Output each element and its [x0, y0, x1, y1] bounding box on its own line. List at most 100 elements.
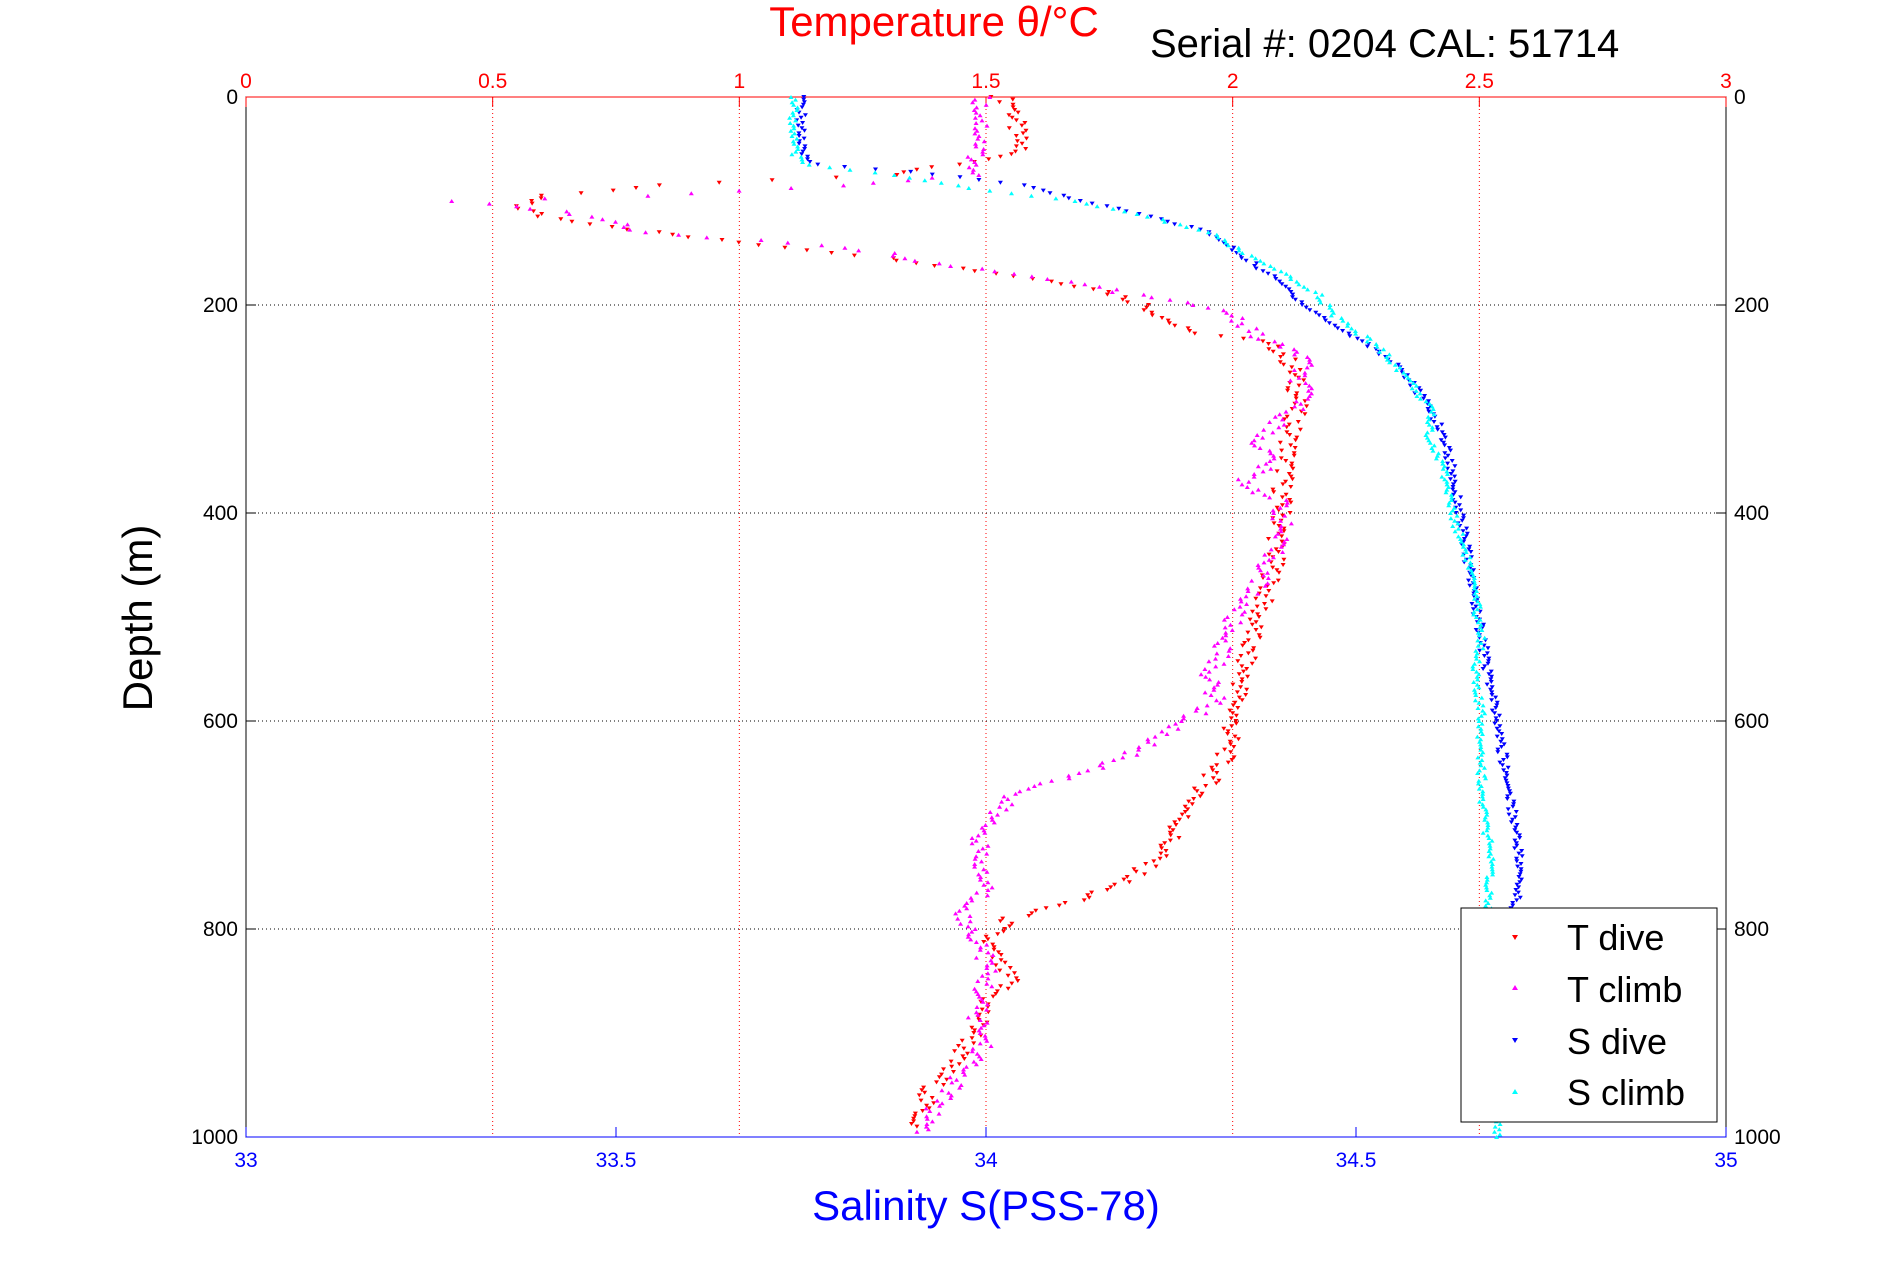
data-point	[1439, 430, 1445, 435]
data-point	[1144, 214, 1150, 219]
data-point	[1446, 446, 1452, 450]
data-point	[1214, 752, 1220, 757]
data-point	[1441, 440, 1447, 445]
data-point	[804, 248, 810, 253]
data-point	[952, 1049, 958, 1054]
data-point	[1228, 750, 1234, 755]
data-point	[1121, 877, 1127, 882]
data-point	[1489, 698, 1495, 703]
data-point	[802, 128, 807, 133]
data-point	[1248, 334, 1254, 339]
data-point	[1210, 776, 1216, 781]
data-point	[1485, 646, 1491, 651]
data-point	[1176, 836, 1182, 840]
data-point	[1458, 508, 1464, 513]
data-point	[802, 147, 808, 151]
data-point	[1280, 550, 1286, 554]
data-point	[1470, 667, 1476, 671]
data-point	[1162, 841, 1168, 846]
data-point	[1237, 604, 1243, 609]
data-point	[1469, 563, 1474, 567]
data-point	[1289, 461, 1295, 466]
data-point	[1249, 661, 1255, 666]
data-point	[1007, 924, 1013, 929]
data-point	[1431, 412, 1437, 417]
data-point	[1480, 667, 1486, 671]
data-point	[1271, 266, 1277, 271]
data-point	[1421, 396, 1427, 401]
data-point	[972, 1028, 978, 1033]
data-point	[1230, 703, 1236, 708]
data-point	[977, 113, 983, 118]
data-point	[976, 1054, 982, 1059]
data-point	[1486, 836, 1492, 840]
data-point	[1007, 966, 1013, 970]
data-point	[1270, 349, 1276, 354]
data-point	[973, 989, 979, 994]
tick-label-right: 400	[1734, 502, 1769, 525]
data-point	[1516, 875, 1522, 879]
data-point	[975, 136, 981, 141]
data-point	[1501, 758, 1506, 762]
data-point	[1244, 687, 1250, 692]
tick-label-right: 1000	[1734, 1126, 1781, 1149]
data-point	[931, 1101, 937, 1106]
data-point	[981, 828, 987, 833]
data-point	[1297, 368, 1303, 372]
data-point	[1100, 765, 1106, 770]
data-point	[1513, 810, 1519, 814]
data-point	[1170, 828, 1176, 833]
data-point	[1267, 448, 1273, 453]
data-point	[1191, 786, 1197, 791]
data-point	[558, 217, 564, 222]
data-point	[1494, 1135, 1500, 1139]
data-point	[1270, 508, 1276, 513]
data-point	[795, 144, 801, 149]
data-point	[1477, 799, 1482, 804]
data-point	[1236, 248, 1242, 253]
data-point	[1466, 547, 1472, 552]
data-point	[1256, 565, 1262, 570]
data-point	[805, 154, 811, 159]
data-point	[1513, 888, 1519, 892]
data-point	[1280, 352, 1286, 357]
data-point	[870, 180, 876, 185]
data-point	[1483, 776, 1489, 781]
data-point	[1457, 503, 1462, 508]
data-point	[1003, 807, 1009, 812]
data-point	[1495, 747, 1501, 752]
data-point	[1444, 487, 1450, 492]
data-point	[1260, 331, 1266, 336]
data-point	[1474, 607, 1480, 612]
data-point	[1270, 430, 1276, 435]
data-point	[1492, 1129, 1497, 1134]
data-point	[800, 149, 806, 154]
data-point	[914, 1124, 920, 1129]
data-point	[1272, 414, 1278, 419]
data-point	[1216, 778, 1222, 783]
data-point	[962, 1072, 968, 1077]
data-point	[1223, 240, 1229, 245]
data-point	[961, 1067, 966, 1072]
data-point	[1441, 433, 1447, 437]
data-point	[1253, 656, 1258, 661]
data-point	[984, 1002, 990, 1007]
data-point	[1227, 708, 1233, 713]
data-point	[1313, 290, 1319, 294]
data-point	[907, 175, 912, 180]
data-point	[1504, 752, 1510, 757]
data-point	[1009, 921, 1015, 926]
data-point	[1474, 594, 1480, 599]
data-point	[984, 963, 990, 968]
data-point	[1364, 339, 1370, 344]
data-point	[856, 248, 862, 253]
data-point	[1268, 451, 1274, 456]
x-axis-label: Salinity S(PSS-78)	[812, 1182, 1160, 1229]
data-point	[1474, 656, 1479, 661]
data-point	[1270, 516, 1275, 521]
data-point	[975, 849, 981, 853]
data-point	[1214, 763, 1220, 768]
data-point	[1185, 326, 1191, 331]
data-point	[1469, 602, 1475, 606]
